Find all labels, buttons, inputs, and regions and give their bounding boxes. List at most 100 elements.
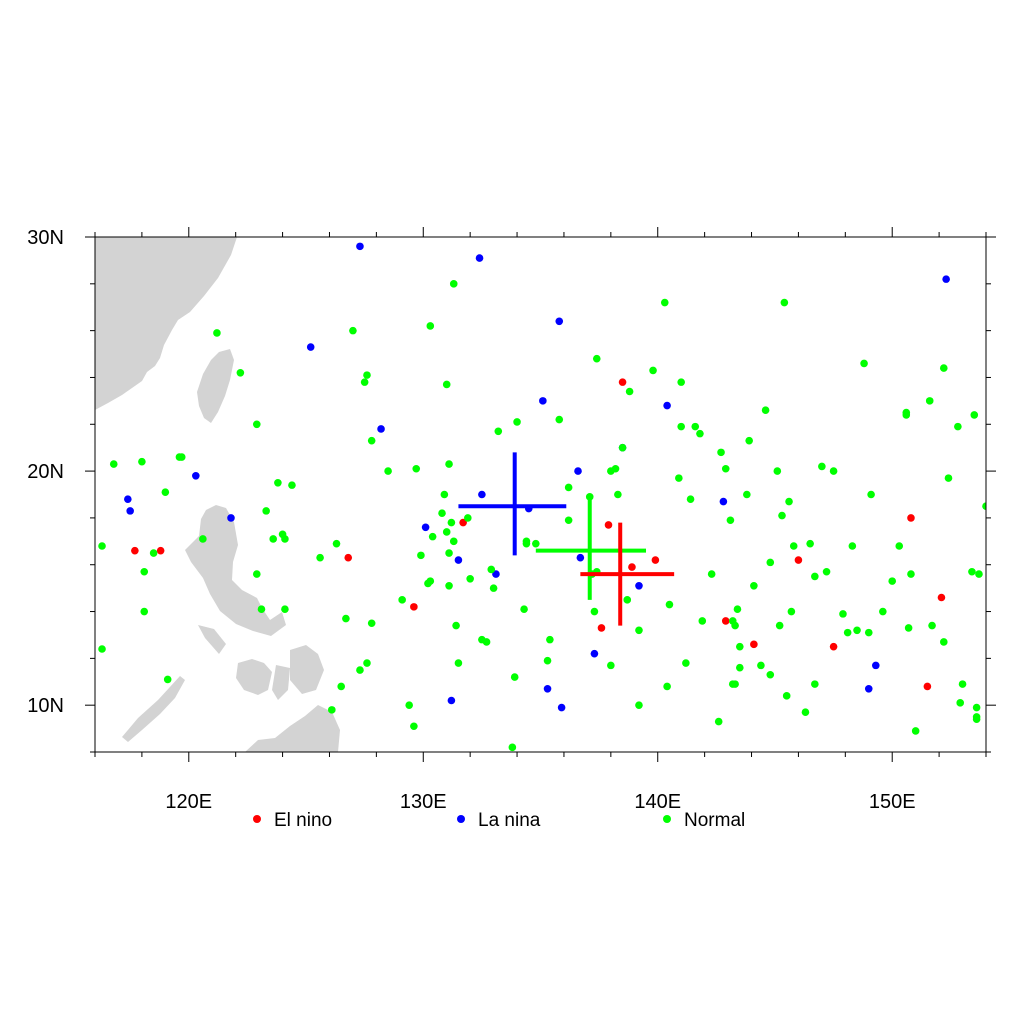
normal-point: [939, 638, 948, 646]
normal-point: [968, 567, 976, 576]
y-tick-label: 20N: [27, 461, 64, 483]
palawan-island: [122, 676, 185, 742]
normal-point: [902, 411, 911, 419]
normal-point: [555, 415, 564, 424]
normal-point: [489, 584, 498, 592]
normal-point: [867, 490, 875, 499]
normal-point: [337, 682, 345, 691]
normal-point: [199, 535, 207, 543]
normal-point: [513, 418, 521, 426]
normal-point: [714, 717, 723, 726]
normal-point: [482, 638, 491, 646]
normal-legend-marker: [663, 815, 671, 823]
el-nino-point: [651, 556, 660, 564]
la-nina-point: [377, 425, 385, 433]
normal-point: [750, 581, 758, 590]
normal-point: [982, 502, 986, 511]
normal-point: [677, 422, 685, 431]
normal-point: [161, 488, 170, 496]
taiwan-island: [197, 349, 234, 423]
normal-point: [269, 535, 278, 543]
el-nino-point: [794, 556, 803, 564]
la-nina-point: [539, 397, 547, 405]
x-tick-label: 130E: [400, 791, 447, 813]
la-nina-point: [555, 317, 564, 326]
y-tick-label: 10N: [27, 695, 64, 717]
normal-point: [766, 670, 775, 679]
normal-point: [445, 581, 453, 590]
normal-point: [675, 474, 683, 482]
normal-point: [454, 659, 463, 667]
normal-point: [426, 322, 435, 330]
la-nina-point: [356, 242, 364, 251]
normal-point: [520, 605, 528, 614]
normal-point: [811, 572, 819, 581]
normal-point: [464, 514, 472, 522]
la-nina-point: [126, 507, 134, 515]
normal-point: [691, 422, 700, 431]
normal-point: [522, 537, 531, 546]
normal-point: [140, 607, 149, 616]
normal-point: [546, 635, 554, 644]
normal-point: [618, 443, 627, 452]
normal-point: [316, 553, 324, 562]
normal-point: [449, 537, 458, 546]
normal-point: [564, 516, 573, 525]
normal-point: [625, 387, 634, 396]
normal-point: [956, 699, 965, 707]
samar-leyte: [290, 645, 324, 694]
la-nina-point: [635, 581, 643, 590]
el-nino-point: [907, 514, 915, 522]
normal-point: [412, 464, 421, 473]
normal-point: [785, 497, 793, 506]
normal-point: [564, 483, 573, 492]
la-nina-point: [590, 649, 599, 658]
normal-point: [98, 645, 106, 653]
normal-point: [775, 621, 784, 630]
normal-point: [623, 596, 632, 604]
normal-point: [761, 406, 770, 415]
el-nino-point: [750, 640, 758, 649]
normal-point: [972, 703, 981, 712]
legend: El nino La nina Normal: [253, 810, 745, 831]
normal-point: [236, 368, 245, 377]
normal-point: [663, 682, 671, 691]
normal-point: [721, 464, 730, 473]
normal-point: [811, 680, 819, 688]
la-nina-point: [306, 343, 315, 351]
el-nino-point: [604, 521, 613, 529]
normal-point: [356, 666, 364, 674]
normal-point: [607, 661, 615, 670]
normal-point: [879, 607, 887, 616]
normal-point: [466, 574, 474, 583]
normal-point: [818, 462, 826, 471]
normal-point: [149, 549, 158, 557]
normal-point: [288, 481, 296, 489]
normal-point: [614, 490, 622, 499]
normal-point: [442, 528, 451, 536]
la-nina-point: [227, 514, 235, 522]
normal-point: [328, 706, 336, 714]
normal-point: [822, 567, 831, 576]
normal-point: [677, 378, 685, 386]
normal-point: [864, 628, 873, 637]
el-nino-point: [156, 546, 165, 555]
x-tick-label: 140E: [634, 791, 681, 813]
normal-point: [410, 722, 418, 731]
normal-point: [843, 628, 852, 637]
normal-point: [954, 422, 962, 431]
normal-point: [907, 570, 915, 578]
normal-point: [281, 535, 289, 543]
china-coast: [95, 237, 237, 410]
normal-point: [367, 619, 376, 628]
normal-point: [109, 460, 118, 468]
normal-point: [733, 605, 742, 614]
la-nina-point: [192, 471, 200, 480]
normal-point: [801, 708, 810, 717]
normal-point: [611, 464, 620, 473]
normal-point: [445, 549, 453, 557]
normal-point: [363, 659, 371, 667]
normal-point: [494, 427, 503, 436]
normal-point: [592, 354, 601, 363]
normal-point: [177, 453, 186, 461]
